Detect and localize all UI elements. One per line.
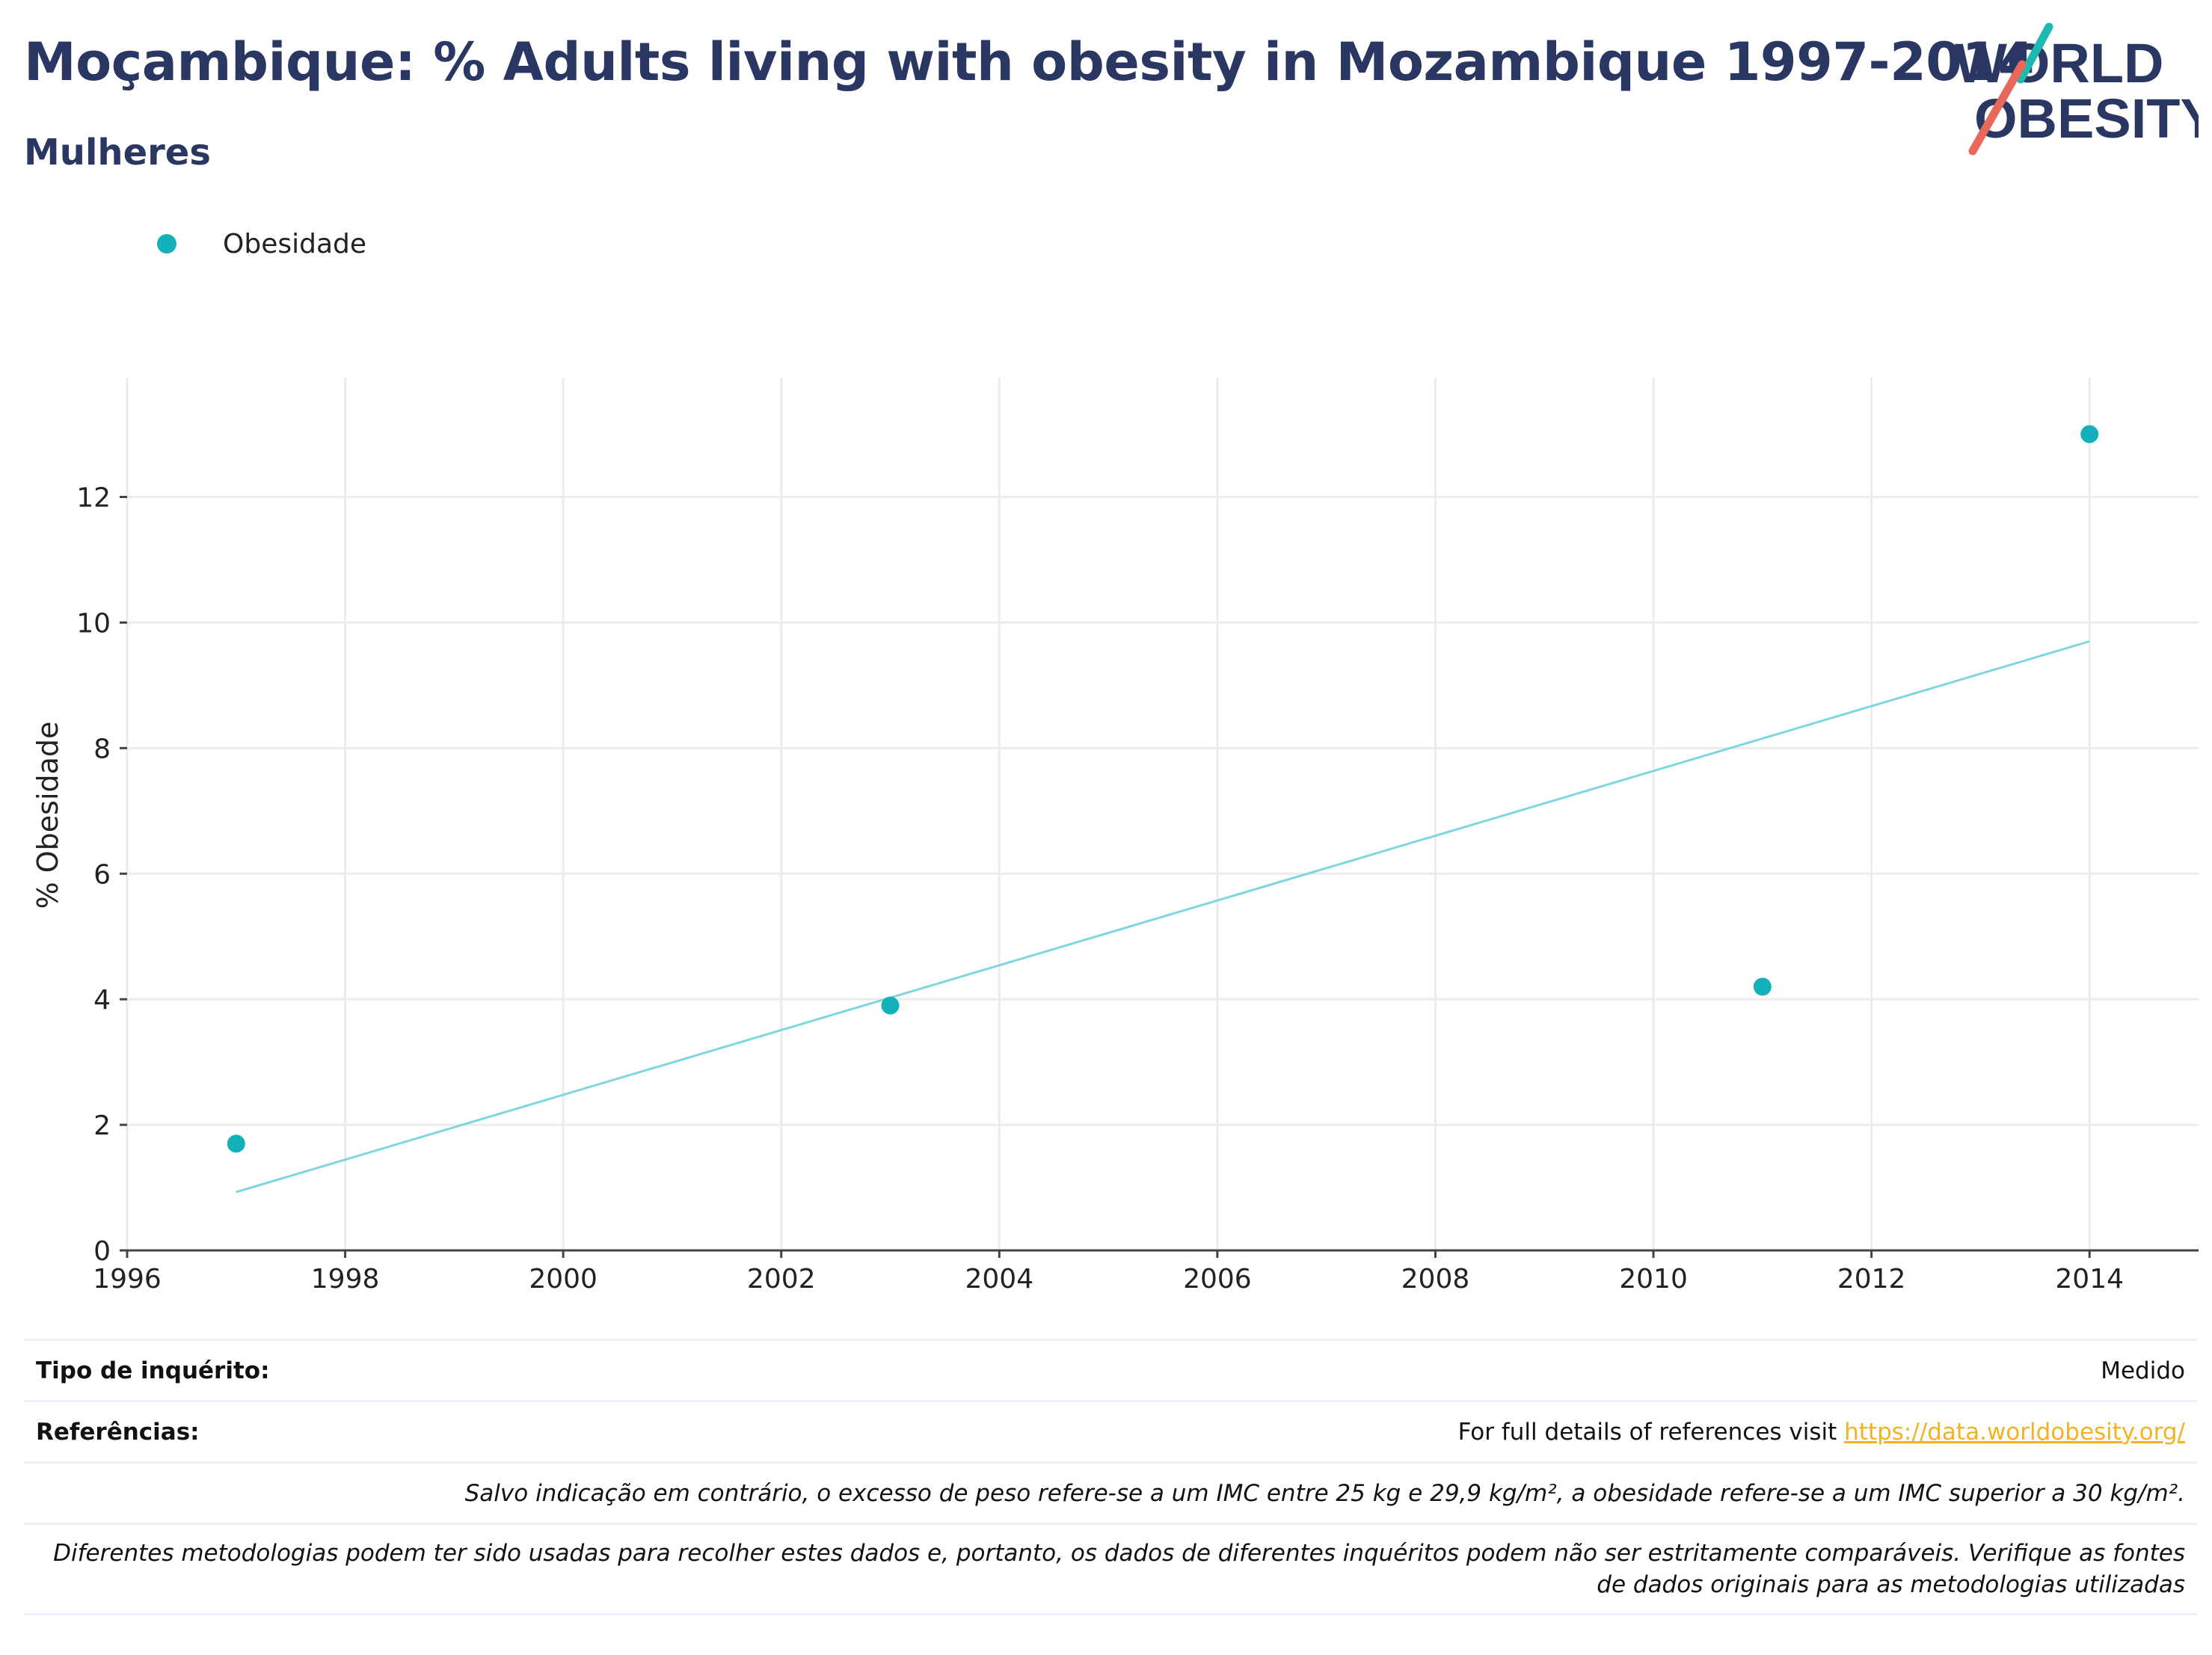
legend-label-obesidade: Obesidade	[223, 228, 367, 260]
page-title: Moçambique: % Adults living with obesity…	[24, 31, 2034, 93]
trendline	[236, 640, 2090, 1194]
methods-note-line-1: Diferentes metodologias podem ter sido u…	[53, 1540, 2185, 1567]
y-tick-12: 12	[76, 483, 111, 514]
logo-word-obesity: OBESITY	[1974, 87, 2199, 150]
y-tick-2: 2	[93, 1111, 111, 1141]
x-tick-2000: 2000	[529, 1264, 597, 1295]
x-tick-2010: 2010	[1619, 1264, 1688, 1295]
y-tick-6: 6	[93, 859, 111, 890]
survey-type-row: Tipo de inquérito: Medido	[24, 1339, 2197, 1400]
horizontal-gridlines	[127, 496, 2199, 1126]
y-axis-label: % Obesidade	[31, 722, 64, 909]
y-tick-10: 10	[76, 608, 111, 639]
vertical-gridlines	[126, 378, 2091, 1250]
x-tick-2012: 2012	[1837, 1264, 1906, 1295]
logo-word-world: WORLD	[1955, 32, 2164, 94]
methods-note: Diferentes metodologias podem ter sido u…	[53, 1538, 2185, 1600]
references-row: Referências: For full details of referen…	[24, 1400, 2197, 1461]
y-tick-8: 8	[93, 734, 111, 764]
y-tick-4: 4	[93, 985, 111, 1016]
references-text: For full details of references visit	[1457, 1418, 1845, 1446]
world-obesity-logo: WORLD OBESITY	[1955, 22, 2199, 156]
x-tick-2008: 2008	[1401, 1264, 1470, 1295]
scatter-chart: 1996 1998 2000 2002 2004 2006 2008 2010 2012 2014…	[31, 378, 2199, 1295]
x-tick-2004: 2004	[965, 1264, 1034, 1295]
methods-note-line-2: de dados originais para as metodologias …	[1597, 1571, 2185, 1598]
legend[interactable]: Obesidade	[157, 223, 366, 265]
x-tick-2014: 2014	[2055, 1264, 2124, 1295]
references-value: For full details of references visit htt…	[1458, 1419, 2185, 1446]
info-table: Tipo de inquérito: Medido Referências: F…	[24, 1339, 2197, 1615]
x-tick-2002: 2002	[747, 1264, 816, 1295]
bmi-note-row: Salvo indicação em contrário, o excesso …	[24, 1461, 2197, 1523]
legend-marker-obesidade	[157, 234, 176, 254]
data-point-2003[interactable]	[881, 996, 900, 1015]
logo-coral-slash	[1968, 60, 2027, 156]
bmi-note: Salvo indicação em contrário, o excesso …	[464, 1479, 2185, 1507]
survey-type-value: Medido	[2101, 1357, 2185, 1384]
y-tick-0: 0	[93, 1236, 111, 1267]
references-link[interactable]: https://data.worldobesity.org/	[1844, 1418, 2185, 1446]
data-point-2011[interactable]	[1753, 977, 1772, 996]
data-point-2014[interactable]	[2080, 425, 2099, 443]
logo-teal-slash	[2016, 22, 2053, 84]
x-tick-2006: 2006	[1183, 1264, 1252, 1295]
references-label: Referências:	[36, 1418, 200, 1446]
data-points	[227, 425, 2099, 1153]
page-subtitle: Mulheres	[24, 132, 211, 174]
x-tick-1998: 1998	[311, 1264, 380, 1295]
y-tick-labels: 0 2 4 6 8 10 12	[76, 483, 127, 1267]
data-point-1997[interactable]	[227, 1134, 245, 1153]
x-tick-1996: 1996	[93, 1264, 162, 1295]
survey-type-label: Tipo de inquérito:	[36, 1357, 270, 1384]
trendline-group	[236, 640, 2090, 1194]
x-tick-labels: 1996 1998 2000 2002 2004 2006 2008 2010 2012 2014	[93, 1250, 2124, 1295]
methods-note-row: Diferentes metodologias podem ter sido u…	[24, 1523, 2197, 1615]
